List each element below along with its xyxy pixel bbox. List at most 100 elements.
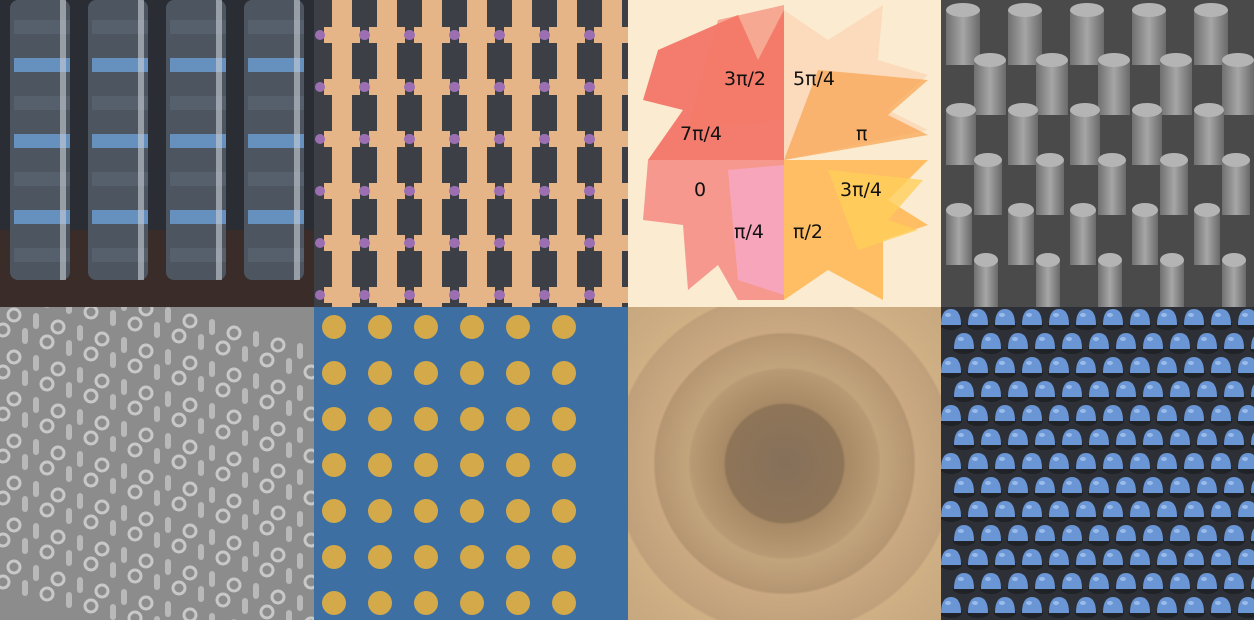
dome (1157, 549, 1177, 565)
dome-highlight (1039, 385, 1045, 389)
gold-disk (368, 545, 392, 569)
fin-layer (248, 210, 304, 224)
bar-element (297, 553, 303, 569)
ring (50, 487, 66, 503)
dome-highlight (1107, 313, 1113, 317)
dome (1130, 309, 1150, 325)
dome-highlight (1080, 457, 1086, 461)
pillar-top (1132, 3, 1166, 17)
dome-highlight (1026, 313, 1032, 317)
bowtie-bridge (594, 79, 628, 95)
dome-highlight (1188, 361, 1194, 365)
dome-highlight (972, 553, 978, 557)
dome-highlight (945, 457, 951, 461)
dome (1238, 501, 1254, 517)
ring (226, 367, 242, 383)
ring (39, 376, 55, 392)
ring (94, 583, 110, 599)
bar-element (77, 577, 83, 593)
dome-highlight (1161, 361, 1167, 365)
bar-element (77, 493, 83, 509)
dome-highlight (1039, 433, 1045, 437)
bowtie-gap (495, 82, 505, 92)
dome (1211, 405, 1231, 421)
dome (1089, 381, 1109, 397)
fin-layer (92, 248, 148, 262)
dome (954, 477, 974, 493)
dome-highlight (972, 601, 978, 605)
dome-highlight (1228, 529, 1234, 533)
fin-edge (294, 0, 300, 280)
bar-element (121, 307, 127, 311)
pillar-top (1160, 53, 1192, 67)
dome-highlight (972, 313, 978, 317)
ring (303, 448, 314, 464)
phase-label: 3π/4 (840, 179, 882, 201)
dome (1211, 501, 1231, 517)
bar-element (242, 556, 248, 572)
dome-highlight (1188, 313, 1194, 317)
dome (1116, 333, 1136, 349)
bar-element (286, 400, 292, 416)
dome (1076, 405, 1096, 421)
vertical-bar (512, 0, 532, 307)
ring (94, 541, 110, 557)
gold-disk (506, 591, 530, 615)
gold-disk (322, 545, 346, 569)
bar-element (209, 487, 215, 503)
dome-highlight (1215, 409, 1221, 413)
dome-highlight (1066, 433, 1072, 437)
bar-element (66, 466, 72, 482)
bar-element (286, 526, 292, 542)
bowtie-gap (585, 134, 595, 144)
ring (83, 472, 99, 488)
dome (1197, 525, 1217, 541)
dome-highlight (999, 505, 1005, 509)
ring (259, 520, 275, 536)
ring (50, 319, 66, 335)
bar-element (297, 511, 303, 527)
bar-element (110, 604, 116, 620)
bowtie-gap (315, 134, 325, 144)
pillar (1008, 210, 1034, 265)
dome-highlight (1134, 361, 1140, 365)
ring (0, 322, 11, 338)
fin-edge (138, 0, 144, 280)
bar-element (297, 427, 303, 443)
dome (1103, 597, 1123, 613)
dome (1251, 576, 1254, 589)
bowtie-lattice-panel (314, 0, 628, 307)
bowtie-bridge (414, 235, 450, 251)
dome (1143, 525, 1163, 541)
bar-element (209, 445, 215, 461)
bar-element (154, 448, 160, 464)
pillar-top (1098, 153, 1126, 167)
dome (954, 525, 974, 541)
gold-disk (460, 361, 484, 385)
ring (215, 550, 231, 566)
dome-highlight (1120, 481, 1126, 485)
pillar (1036, 260, 1060, 307)
vertical-bar (467, 0, 487, 307)
dome (1170, 573, 1190, 589)
pillar (974, 260, 998, 307)
pillar-top (1008, 3, 1042, 17)
pillar-top (1036, 153, 1064, 167)
dome-highlight (1228, 577, 1234, 581)
bar-element (253, 541, 259, 557)
bar-element (77, 409, 83, 425)
dome (1130, 501, 1150, 517)
bar-element (66, 382, 72, 398)
dome (1238, 597, 1254, 613)
bar-element (297, 595, 303, 611)
dome-highlight (1066, 337, 1072, 341)
bowtie-bridge (324, 79, 360, 95)
ring (270, 589, 286, 605)
dome-highlight (972, 409, 978, 413)
dome (954, 429, 974, 445)
ring (127, 526, 143, 542)
dome (968, 309, 988, 325)
bar-element (121, 463, 127, 479)
dome-highlight (1215, 553, 1221, 557)
fin-layer (14, 20, 70, 34)
